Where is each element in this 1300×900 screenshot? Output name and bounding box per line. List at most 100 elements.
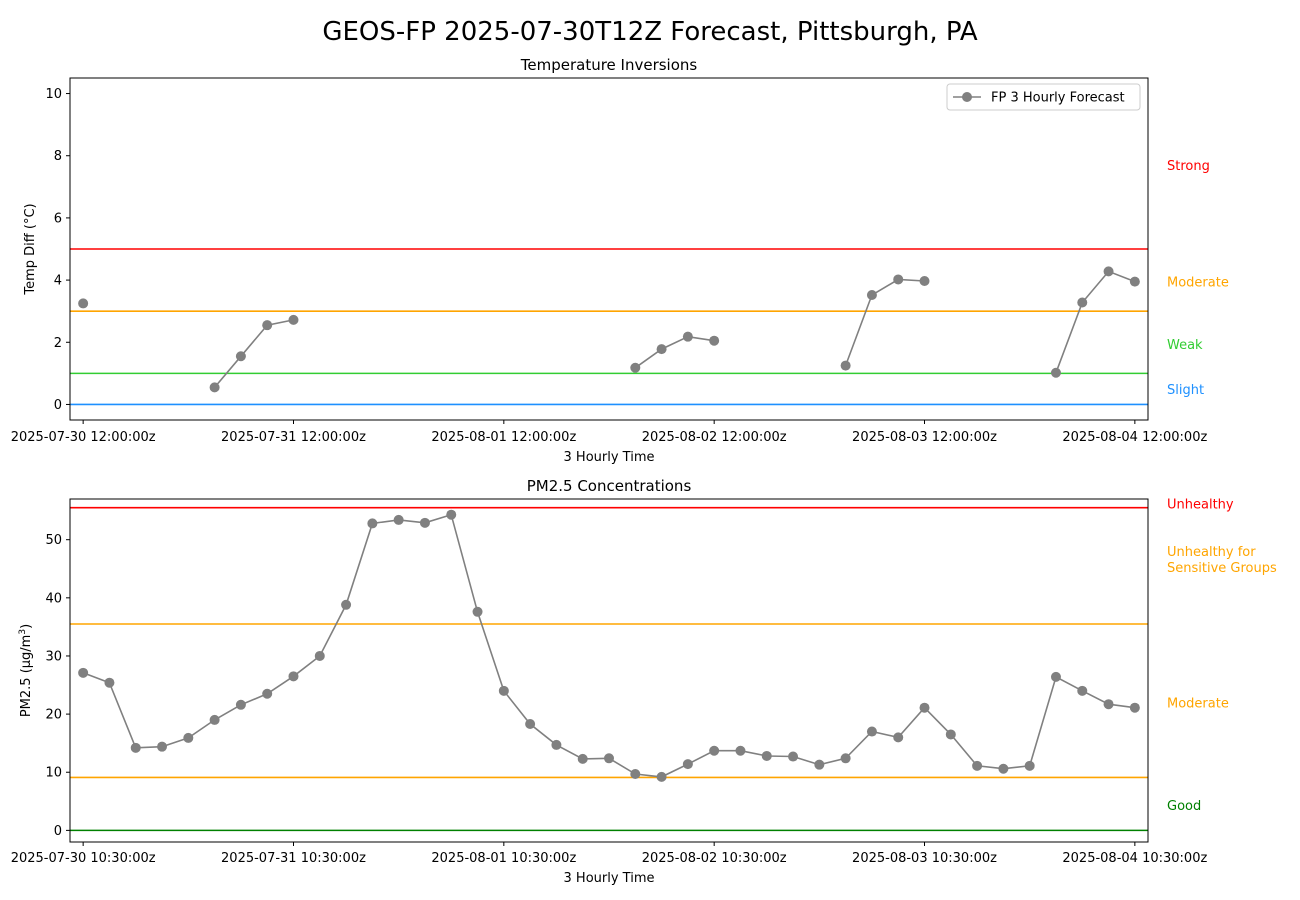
data-point bbox=[393, 514, 404, 525]
y-tick-label: 10 bbox=[45, 87, 62, 102]
y-axis-label-text: PM2.5 (μg/m bbox=[19, 635, 34, 718]
y-tick-label: 20 bbox=[45, 708, 62, 723]
data-point bbox=[788, 751, 799, 762]
chart-title: Temperature Inversions bbox=[520, 56, 698, 74]
data-point bbox=[1129, 276, 1140, 287]
threshold-label-moderate: Moderate bbox=[1167, 696, 1229, 711]
series-line-segment bbox=[844, 278, 925, 366]
y-tick-label: 50 bbox=[45, 533, 62, 548]
legend-marker bbox=[962, 92, 972, 102]
x-tick-label: 2025-08-03 10:30:00z bbox=[852, 851, 997, 866]
x-tick-label: 2025-08-04 12:00:00z bbox=[1062, 430, 1207, 445]
data-point bbox=[709, 745, 720, 756]
y-axis-label-close: ) bbox=[19, 624, 34, 629]
data-point bbox=[919, 702, 930, 713]
threshold-label-line: Sensitive Groups bbox=[1167, 561, 1277, 576]
data-point bbox=[1129, 702, 1140, 713]
data-point bbox=[551, 739, 562, 750]
data-point bbox=[183, 732, 194, 743]
legend-box bbox=[946, 83, 1141, 111]
data-point bbox=[209, 714, 220, 725]
data-point bbox=[235, 351, 246, 362]
data-point bbox=[341, 599, 352, 610]
data-point bbox=[945, 729, 956, 740]
y-tick-label: 4 bbox=[54, 274, 62, 289]
x-tick-label: 2025-08-04 10:30:00z bbox=[1062, 851, 1207, 866]
figure-title: GEOS-FP 2025-07-30T12Z Forecast, Pittsbu… bbox=[322, 17, 978, 47]
x-tick-label: 2025-07-30 12:00:00z bbox=[11, 430, 156, 445]
data-point bbox=[209, 382, 220, 393]
data-point bbox=[1077, 297, 1088, 308]
data-point bbox=[130, 742, 141, 753]
x-tick-label: 2025-07-31 12:00:00z bbox=[221, 430, 366, 445]
data-point bbox=[630, 768, 641, 779]
y-axis-label-superscript: 3 bbox=[18, 629, 28, 635]
plot-frame bbox=[69, 498, 1149, 843]
y-tick-label: 30 bbox=[45, 649, 62, 664]
data-point bbox=[314, 650, 325, 661]
legend: FP 3 Hourly Forecast bbox=[946, 83, 1141, 111]
data-point bbox=[866, 290, 877, 301]
data-point bbox=[1103, 699, 1114, 710]
pm25-concentrations-panel: PM2.5 Concentrations 0 10 20 30 40 50 2025-07-3… bbox=[11, 477, 1277, 886]
data-point bbox=[262, 320, 273, 331]
data-point bbox=[682, 759, 693, 770]
data-point bbox=[735, 745, 746, 756]
data-point bbox=[235, 699, 246, 710]
data-point bbox=[288, 314, 299, 325]
data-point bbox=[288, 671, 299, 682]
y-tick-label: 0 bbox=[54, 398, 62, 413]
data-point bbox=[682, 331, 693, 342]
x-tick-label: 2025-07-30 10:30:00z bbox=[11, 851, 156, 866]
threshold-label-good: Good bbox=[1167, 799, 1201, 814]
x-tick-label: 2025-08-01 12:00:00z bbox=[431, 430, 576, 445]
data-point bbox=[446, 509, 457, 520]
data-point bbox=[1024, 760, 1035, 771]
y-tick-label: 6 bbox=[54, 211, 62, 226]
temperature-inversions-panel: Temperature Inversions 0 2 4 6 8 10 2025-07-30 … bbox=[11, 56, 1229, 465]
threshold-label-weak: Weak bbox=[1167, 338, 1203, 353]
data-point bbox=[498, 685, 509, 696]
data-point bbox=[893, 274, 904, 285]
data-point bbox=[1050, 671, 1061, 682]
chart-title: PM2.5 Concentrations bbox=[527, 477, 692, 495]
data-point bbox=[656, 771, 667, 782]
x-tick-label: 2025-08-02 10:30:00z bbox=[642, 851, 787, 866]
y-tick-label: 0 bbox=[54, 824, 62, 839]
series-line-segment bbox=[1055, 270, 1136, 373]
data-point bbox=[262, 688, 273, 699]
data-point bbox=[866, 726, 877, 737]
data-point bbox=[630, 362, 641, 373]
data-point bbox=[814, 759, 825, 770]
series-line-segment bbox=[634, 335, 715, 369]
series-line-segment bbox=[82, 513, 1136, 778]
data-point bbox=[367, 518, 378, 529]
data-point bbox=[1103, 266, 1114, 277]
plot-frame bbox=[69, 77, 1149, 421]
threshold-label-unhealthy-for-sensitive-groups: Unhealthy for Sensitive Groups bbox=[1167, 545, 1277, 576]
data-point bbox=[577, 753, 588, 764]
y-tick-label: 8 bbox=[54, 149, 62, 164]
y-tick-label: 2 bbox=[54, 336, 62, 351]
threshold-label-line: Unhealthy for bbox=[1167, 545, 1256, 560]
data-point bbox=[840, 360, 851, 371]
y-axis-label: Temp Diff (°C) bbox=[23, 203, 38, 295]
data-point bbox=[656, 344, 667, 355]
data-point bbox=[1077, 685, 1088, 696]
data-point bbox=[157, 741, 168, 752]
x-tick-label: 2025-07-31 10:30:00z bbox=[221, 851, 366, 866]
data-point bbox=[998, 763, 1009, 774]
x-tick-label: 2025-08-03 12:00:00z bbox=[852, 430, 997, 445]
y-tick-label: 40 bbox=[45, 591, 62, 606]
data-point bbox=[525, 718, 536, 729]
data-point bbox=[761, 750, 772, 761]
x-tick-label: 2025-08-02 12:00:00z bbox=[642, 430, 787, 445]
y-tick-label: 10 bbox=[45, 766, 62, 781]
data-point bbox=[919, 276, 930, 287]
threshold-label-slight: Slight bbox=[1167, 383, 1204, 398]
data-point bbox=[840, 753, 851, 764]
y-axis-label: PM2.5 (μg/m3) bbox=[18, 624, 34, 717]
data-point bbox=[104, 677, 115, 688]
series-line-segment bbox=[213, 319, 294, 388]
